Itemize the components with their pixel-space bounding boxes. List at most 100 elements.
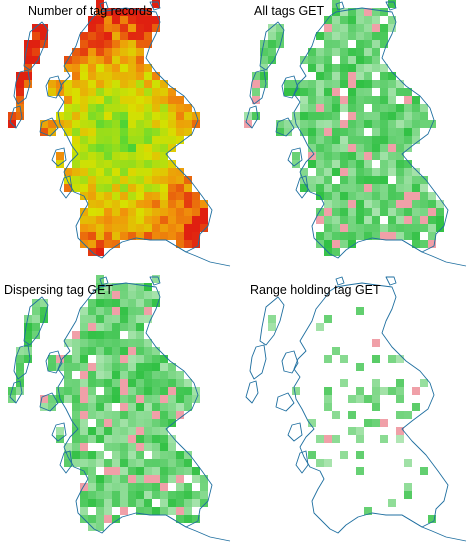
grid-cell [412,232,420,240]
grid-cell [160,232,168,240]
grid-cell [348,192,356,200]
grid-cell [96,315,104,323]
grid-cell [356,200,364,208]
grid-cell [120,144,128,152]
grid-cell [144,283,152,291]
grid-cell [152,96,160,104]
grid-cell [372,120,380,128]
grid-cell [396,120,404,128]
grid-cell [136,112,144,120]
grid-cell [316,72,324,80]
grid-cell [316,160,324,168]
grid-cell [120,363,128,371]
grid-cell [88,136,96,144]
grid-cell [88,475,96,483]
grid-cell [396,144,404,152]
grid-cell [356,387,364,395]
grid-cell [80,88,88,96]
grid-cell [144,216,152,224]
grid-cell [324,112,332,120]
grid-cell [80,315,88,323]
grid-cell [184,128,192,136]
grid-cell [88,160,96,168]
grid-cell [404,88,412,96]
grid-cell [72,459,80,467]
grid-cell [136,144,144,152]
grid-cell [112,64,120,72]
grid-cell [96,160,104,168]
grid-cell [380,208,388,216]
grid-cell [184,120,192,128]
grid-cell [96,523,104,531]
grid-cell [144,232,152,240]
grid-cell [144,355,152,363]
grid-cell [372,419,380,427]
grid-cell [128,355,136,363]
grid-cell [72,120,80,128]
grid-cell [364,96,372,104]
grid-cell [372,48,380,56]
grid-cell [332,208,340,216]
grid-cell [160,160,168,168]
grid-cell [340,120,348,128]
grid-cell [120,152,128,160]
island-outline [385,276,397,286]
grid-cell [364,88,372,96]
grid-cell [120,80,128,88]
grid-cell [348,112,356,120]
grid-cell [112,112,120,120]
grid-cell [96,192,104,200]
grid-cell [388,192,396,200]
grid-cell [144,24,152,32]
grid-cell [112,232,120,240]
grid-cell [168,136,176,144]
grid-cell [80,347,88,355]
grid-cell [260,48,268,56]
grid-cell [372,80,380,88]
grid-cell [144,499,152,507]
grid-cell [72,104,80,112]
grid-cell [88,224,96,232]
grid-cell [136,104,144,112]
grid-cell [152,467,160,475]
grid-cell [316,232,324,240]
grid-cell [120,491,128,499]
grid-cell [340,168,348,176]
grid-cell [104,72,112,80]
grid-cell [96,152,104,160]
grid-cell [412,112,420,120]
grid-cell [324,168,332,176]
grid-cell [144,403,152,411]
grid-cell [200,499,208,507]
grid-cell [308,451,316,459]
grid-cell [128,323,136,331]
grid-cell [112,355,120,363]
grid-cell [372,176,380,184]
grid-cell [32,40,40,48]
grid-cell [168,112,176,120]
grid-cell [128,315,136,323]
grid-cell [136,80,144,88]
grid-cell [56,152,64,160]
grid-cell [96,200,104,208]
grid-cell [104,315,112,323]
grid-cell [364,64,372,72]
grid-cell [268,315,276,323]
grid-cell [316,144,324,152]
grid-cell [252,88,260,96]
grid-cell [128,443,136,451]
grid-cell [168,168,176,176]
panel-title: Dispersing tag GET [4,283,114,297]
grid-cell [88,88,96,96]
grid-cell [404,491,412,499]
grid-cell [112,475,120,483]
grid-cell [404,104,412,112]
island-outline [249,344,267,380]
grid-cell [324,395,332,403]
grid-cell [144,120,152,128]
grid-cell [404,192,412,200]
grid-cell [348,395,356,403]
grid-cell [160,192,168,200]
grid-cell [128,216,136,224]
grid-cell [128,40,136,48]
